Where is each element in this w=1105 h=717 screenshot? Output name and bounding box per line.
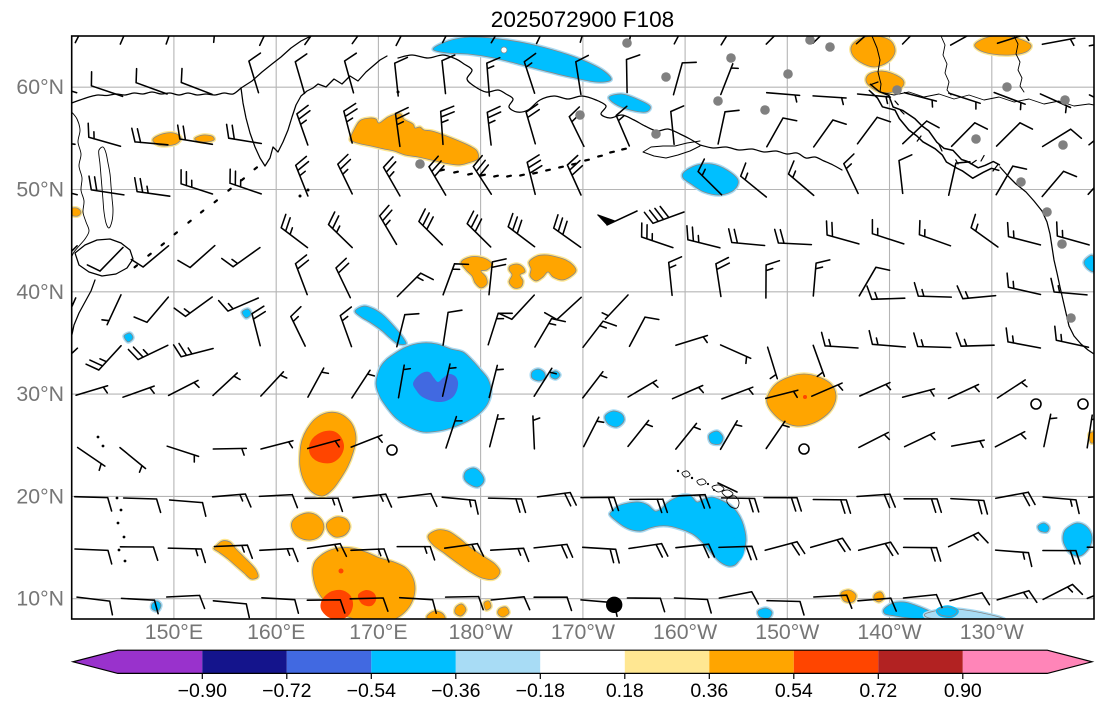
svg-text:0.90: 0.90	[944, 680, 982, 702]
svg-text:20°N: 20°N	[16, 484, 64, 508]
svg-text:−0.72: −0.72	[262, 680, 311, 702]
svg-text:170°E: 170°E	[349, 620, 407, 644]
svg-text:160°E: 160°E	[247, 620, 305, 644]
svg-text:−0.18: −0.18	[516, 680, 565, 702]
svg-text:30°N: 30°N	[16, 382, 64, 406]
svg-text:−0.90: −0.90	[178, 680, 227, 702]
svg-text:50°N: 50°N	[16, 178, 64, 202]
svg-text:0.54: 0.54	[775, 680, 813, 702]
svg-text:180°W: 180°W	[449, 620, 514, 644]
svg-text:60°N: 60°N	[16, 75, 64, 99]
svg-text:0.36: 0.36	[690, 680, 728, 702]
svg-text:10°N: 10°N	[16, 587, 64, 611]
svg-text:2025072900 F108: 2025072900 F108	[491, 7, 674, 32]
svg-text:150°E: 150°E	[145, 620, 203, 644]
svg-text:170°W: 170°W	[551, 620, 616, 644]
svg-text:−0.36: −0.36	[431, 680, 480, 702]
svg-text:150°W: 150°W	[755, 620, 820, 644]
svg-text:−0.54: −0.54	[347, 680, 396, 702]
svg-text:0.72: 0.72	[859, 680, 897, 702]
svg-text:130°W: 130°W	[960, 620, 1025, 644]
svg-text:40°N: 40°N	[16, 280, 64, 304]
svg-text:0.18: 0.18	[606, 680, 644, 702]
svg-text:140°W: 140°W	[857, 620, 922, 644]
svg-text:160°W: 160°W	[653, 620, 718, 644]
